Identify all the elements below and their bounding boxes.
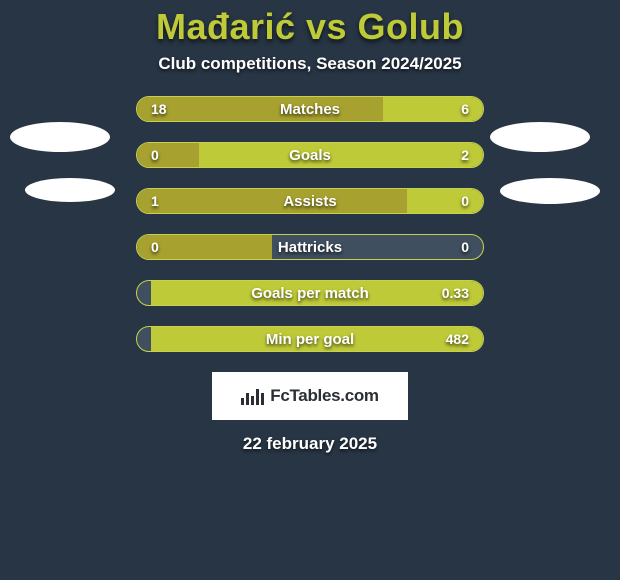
bar-matches: 18 Matches 6 — [136, 96, 484, 122]
bar-value-right: 6 — [411, 101, 483, 117]
bar-value-right: 0 — [411, 193, 483, 209]
bar-min-per-goal: Min per goal 482 — [136, 326, 484, 352]
bar-value-right: 0 — [411, 239, 483, 255]
bar-label: Goals — [209, 147, 411, 164]
bar-label: Assists — [209, 193, 411, 210]
bar-label: Min per goal — [209, 331, 411, 348]
date: 22 february 2025 — [0, 434, 620, 454]
bar-value-left: 0 — [137, 239, 209, 255]
bar-value-left: 1 — [137, 193, 209, 209]
bar-chart-icon — [241, 387, 264, 405]
page-title: Mađarić vs Golub — [0, 6, 620, 48]
comparison-panel: Mađarić vs Golub Club competitions, Seas… — [0, 0, 620, 580]
bar-value-right: 0.33 — [411, 285, 483, 301]
subtitle: Club competitions, Season 2024/2025 — [0, 54, 620, 74]
bar-goals: 0 Goals 2 — [136, 142, 484, 168]
avatar-left-1 — [10, 122, 110, 152]
logo-text: FcTables.com — [270, 386, 379, 406]
bar-label: Hattricks — [209, 239, 411, 256]
logo-box: FcTables.com — [212, 372, 408, 420]
bar-goals-per-match: Goals per match 0.33 — [136, 280, 484, 306]
avatar-left-2 — [25, 178, 115, 202]
avatar-right-1 — [490, 122, 590, 152]
bar-value-left: 0 — [137, 147, 209, 163]
bar-value-right: 482 — [411, 331, 483, 347]
bar-value-left: 18 — [137, 101, 209, 117]
avatar-right-2 — [500, 178, 600, 204]
bar-value-right: 2 — [411, 147, 483, 163]
bar-assists: 1 Assists 0 — [136, 188, 484, 214]
bar-hattricks: 0 Hattricks 0 — [136, 234, 484, 260]
bar-label: Goals per match — [209, 285, 411, 302]
bar-label: Matches — [209, 101, 411, 118]
bars-container: 18 Matches 6 0 Goals 2 1 Assists 0 0 Hat… — [136, 96, 484, 352]
